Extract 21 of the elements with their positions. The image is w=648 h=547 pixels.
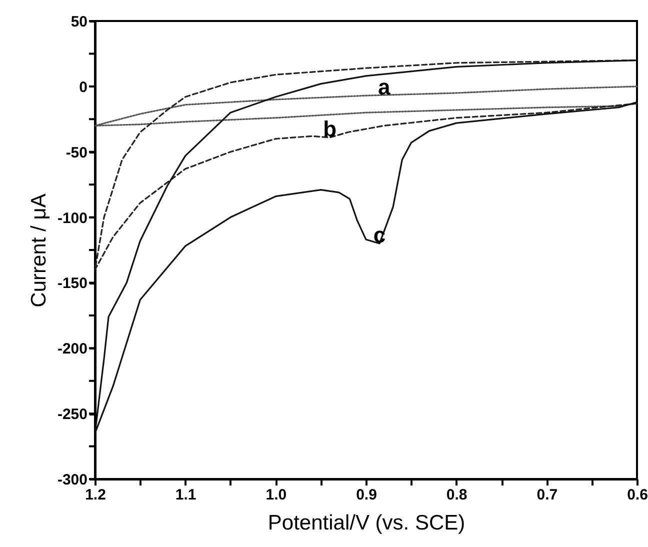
y-tick-label: -150: [57, 275, 88, 292]
y-tick-label: -300: [57, 472, 88, 488]
line-series: [94, 59, 638, 270]
y-tick-label: -50: [66, 144, 88, 162]
x-tick-label: 0.6: [627, 486, 648, 504]
x-tick-label: 1.0: [266, 486, 287, 504]
y-tick-label: -200: [57, 340, 88, 358]
x-tick-label: 0.9: [356, 486, 377, 504]
x-axis-title: Potential/V (vs. SCE): [268, 512, 466, 534]
x-tick-label: 0.8: [446, 486, 468, 504]
y-axis-title: Current / μA: [27, 194, 50, 308]
x-tick-label: 1.1: [175, 486, 196, 504]
y-tick-label: -100: [57, 210, 88, 227]
y-tick-label: 0: [79, 78, 88, 96]
y-tick-label: 50: [70, 14, 88, 30]
x-tick-label: 0.7: [536, 486, 558, 504]
y-tick-label: -250: [57, 406, 88, 424]
annotation: b: [323, 116, 337, 142]
line-series: [94, 59, 638, 434]
annotation: a: [378, 74, 391, 100]
x-tick-label: 1.2: [85, 486, 106, 504]
